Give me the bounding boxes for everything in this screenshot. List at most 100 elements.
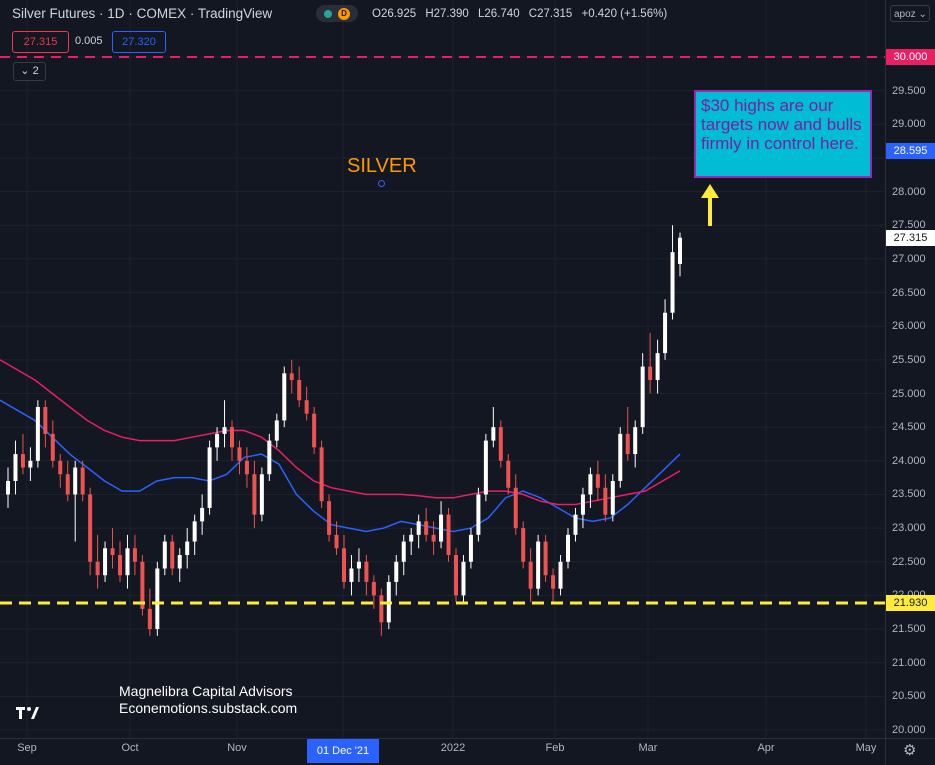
candle [551, 568, 556, 603]
candle-body [297, 380, 302, 401]
candle [655, 339, 660, 394]
market-open-dot-icon [324, 10, 332, 18]
time-tick-label: Nov [227, 742, 247, 754]
candle-body [28, 460, 33, 468]
candle [274, 413, 279, 448]
low-value: L26.740 [478, 8, 520, 20]
candle-body [663, 312, 668, 354]
anchor-dot-icon[interactable] [378, 180, 385, 187]
candle-body [521, 528, 526, 562]
chevron-down-icon: ⌄ [20, 65, 33, 77]
change-value: +0.420 (+1.56%) [581, 8, 668, 20]
price-chart[interactable] [0, 0, 885, 738]
chart-title[interactable]: Silver Futures · 1D · COMEX · TradingVie… [12, 6, 273, 21]
candle [513, 474, 518, 535]
candle [528, 548, 533, 603]
candle-body [259, 474, 264, 515]
candle [334, 521, 339, 556]
settings-gear-icon[interactable]: ⚙ [903, 742, 917, 759]
candle [259, 467, 264, 522]
candle [461, 555, 466, 603]
time-axis[interactable] [0, 738, 885, 765]
symbol-name[interactable]: Silver Futures [12, 6, 96, 21]
candle [35, 400, 40, 468]
candle-body [401, 541, 406, 562]
candle-body [349, 568, 354, 582]
candle-body [610, 480, 615, 515]
candle [468, 528, 473, 569]
candle [446, 507, 451, 562]
interval[interactable]: 1D [107, 6, 125, 21]
chart-grid [0, 0, 885, 738]
candle [342, 534, 346, 589]
candle [170, 534, 175, 576]
candle-body [282, 373, 287, 421]
candle-body [461, 561, 466, 596]
candle [132, 534, 137, 576]
candle [88, 487, 93, 576]
tradingview-logo-icon[interactable] [13, 702, 43, 724]
candle-body [230, 427, 234, 448]
time-tick-label: Feb [545, 742, 565, 754]
candle-body [580, 494, 585, 515]
indicators-toggle[interactable]: ⌄ 2 [13, 62, 46, 81]
candle [543, 534, 548, 582]
silver-label: SILVER [347, 155, 417, 177]
candle [476, 487, 481, 542]
candle-body [394, 561, 399, 582]
candle [304, 386, 309, 421]
candle [371, 575, 376, 609]
price-tick-label: 25.000 [892, 387, 926, 400]
candle [319, 440, 324, 508]
candle-body [498, 427, 503, 461]
ma-fast-line [0, 399, 681, 533]
candle [409, 528, 414, 556]
candle-body [364, 561, 369, 582]
candle-body [125, 548, 130, 576]
candle [663, 299, 668, 360]
watermark: Magnelibra Capital Advisors Econemotions… [119, 683, 297, 717]
candle [595, 460, 600, 502]
candle-body [43, 406, 48, 434]
candle-body [655, 353, 660, 381]
price-axis[interactable] [885, 0, 935, 738]
buy-button[interactable]: 27.320 [112, 31, 166, 53]
candle-body [342, 548, 346, 582]
price-tick-label: 22.500 [892, 555, 926, 568]
candle [6, 467, 10, 508]
candle-body [200, 507, 205, 522]
axis-corner [885, 738, 935, 765]
candle [28, 447, 33, 481]
candle-body [215, 433, 220, 448]
candle-body [312, 413, 317, 448]
candle-body [13, 454, 18, 481]
candle [222, 400, 227, 448]
sell-button[interactable]: 27.315 [12, 31, 69, 53]
candle-body [543, 541, 548, 576]
candle-body [162, 541, 167, 569]
candle [267, 433, 272, 481]
candle-body [618, 433, 623, 481]
market-status-pill[interactable]: D [316, 5, 358, 22]
moving-averages [0, 359, 681, 533]
candle-body [446, 514, 451, 556]
candle-body [88, 494, 93, 562]
price-tick-label: 23.000 [892, 522, 926, 535]
candle [230, 420, 234, 461]
candle [244, 447, 249, 488]
candle [125, 534, 130, 589]
candle [80, 460, 85, 502]
time-cursor-label: 01 Dec '21 [307, 739, 379, 763]
candle-body [431, 534, 436, 542]
candle [379, 588, 384, 636]
annotation-note[interactable]: $30 highs are our targets now and bulls … [694, 90, 872, 178]
price-tick-label: 20.500 [892, 690, 926, 703]
candle-body [356, 561, 361, 569]
candle-body [595, 474, 600, 488]
account-dropdown[interactable]: apoz ⌄ [890, 5, 930, 22]
candle [566, 528, 570, 569]
candle-body [371, 581, 376, 596]
candle [603, 474, 608, 522]
candle [103, 541, 108, 582]
data-source: TradingView [197, 6, 273, 21]
